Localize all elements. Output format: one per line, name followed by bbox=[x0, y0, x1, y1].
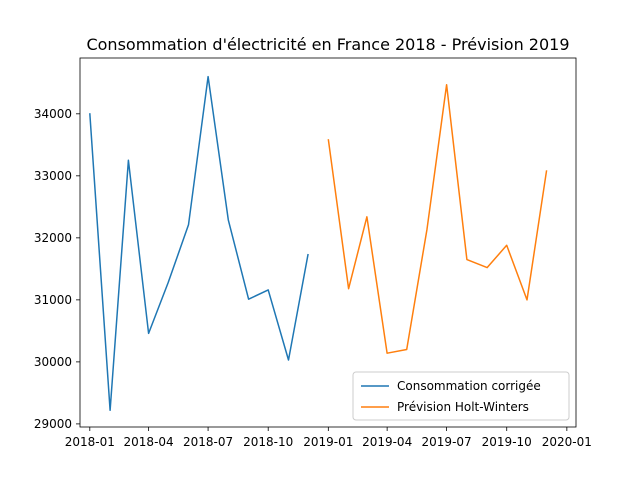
series-line-1 bbox=[89, 75, 309, 412]
x-tick-label: 2018-04 bbox=[124, 435, 174, 449]
y-tick-label: 29000 bbox=[34, 417, 72, 431]
y-tick-label: 30000 bbox=[34, 355, 72, 369]
x-tick-label: 2018-10 bbox=[243, 435, 293, 449]
y-axis: 29000 30000 31000 32000 33000 34000 bbox=[34, 107, 80, 431]
x-tick-label: 2019-07 bbox=[422, 435, 472, 449]
legend: Consommation corrigée Prévision Holt-Wint… bbox=[352, 371, 570, 421]
y-tick-label: 31000 bbox=[34, 293, 72, 307]
series-layer bbox=[89, 75, 548, 412]
legend-label-1: Consommation corrigée bbox=[397, 379, 541, 393]
legend-box bbox=[352, 371, 570, 421]
x-tick-label: 2019-04 bbox=[362, 435, 412, 449]
y-tick-label: 32000 bbox=[34, 231, 72, 245]
x-tick-label: 2020-01 bbox=[542, 435, 592, 449]
y-tick-label: 33000 bbox=[34, 169, 72, 183]
y-tick-label: 34000 bbox=[34, 107, 72, 121]
x-tick-label: 2019-01 bbox=[303, 435, 353, 449]
x-axis: 2018-01 2018-04 2018-07 2018-10 2019-01 2019-… bbox=[65, 427, 592, 449]
chart-title: Consommation d'électricité en France 201… bbox=[86, 35, 569, 54]
series-line-2 bbox=[327, 83, 548, 354]
x-tick-label: 2018-07 bbox=[183, 435, 233, 449]
legend-label-2: Prévision Holt-Winters bbox=[397, 400, 529, 414]
x-tick-label: 2018-01 bbox=[65, 435, 115, 449]
x-tick-label: 2019-10 bbox=[482, 435, 532, 449]
